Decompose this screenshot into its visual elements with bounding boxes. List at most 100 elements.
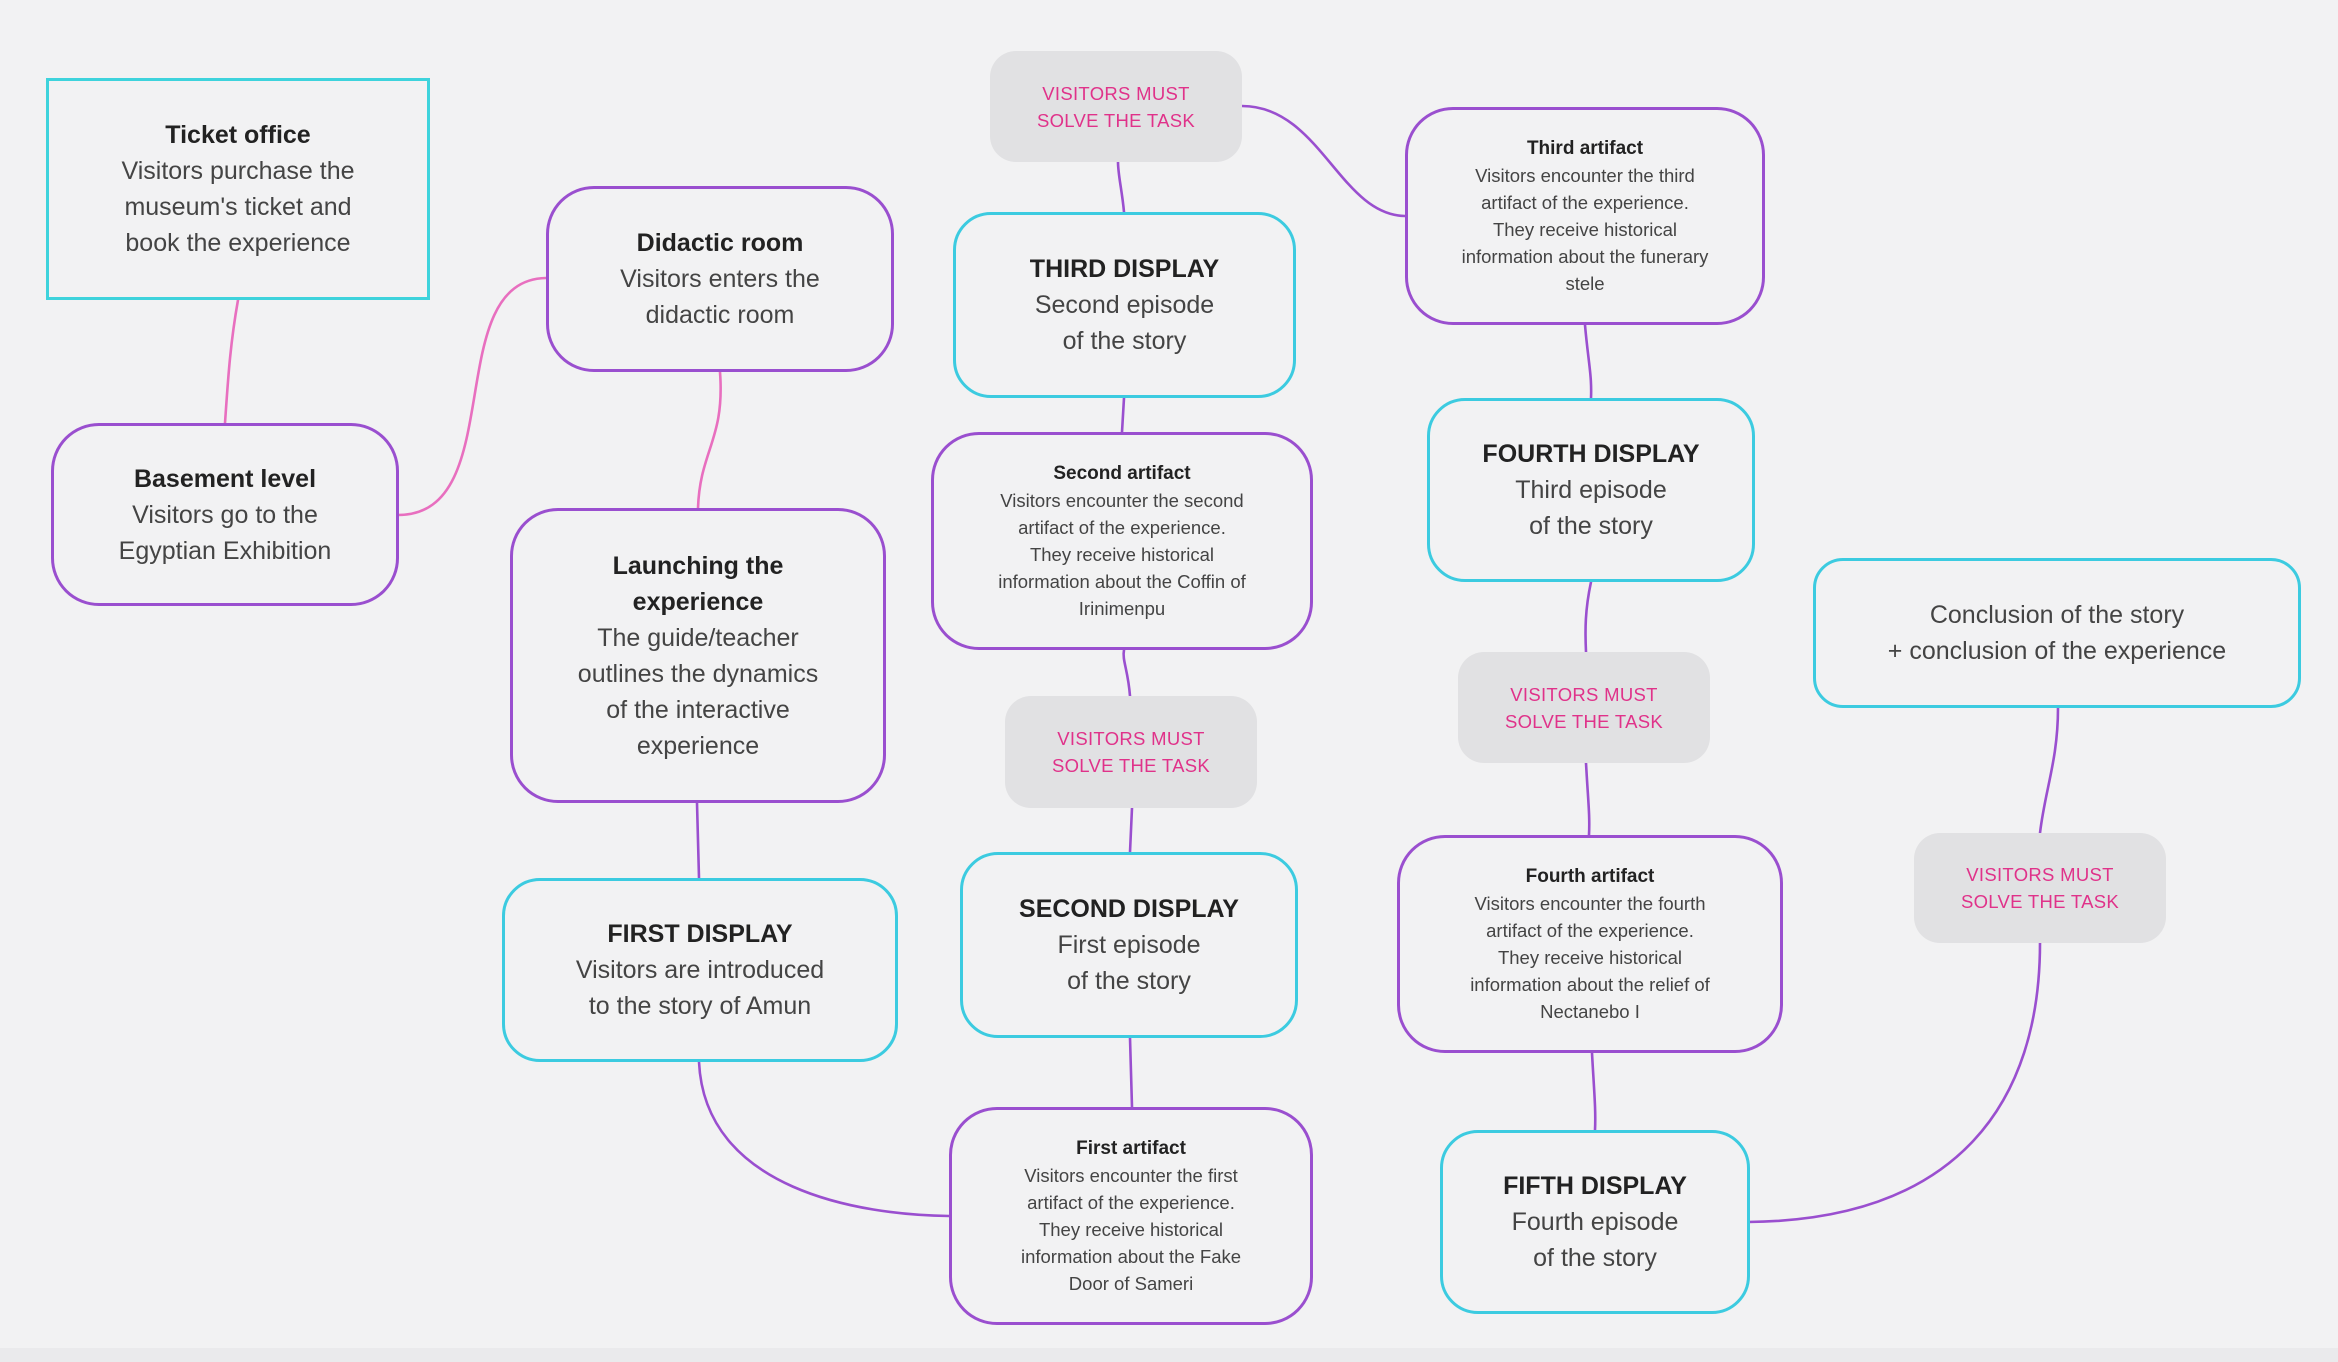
node-ticket-office: Ticket office Visitors purchase the muse… (46, 78, 430, 300)
connector-ticket-basement (223, 298, 240, 425)
node-title: FIFTH DISPLAY (1503, 1172, 1687, 1200)
connector-task-fourth-artifact (1584, 761, 1591, 837)
node-body-line: They receive historical (1492, 219, 1678, 240)
task-box-2: VISITORS MUST SOLVE THE TASK (990, 51, 1242, 162)
node-launching-experience: Launching the experience The guide/teach… (510, 508, 886, 803)
node-title: Fourth artifact (1525, 866, 1655, 887)
node-title: FOURTH DISPLAY (1482, 440, 1700, 468)
node-body-line: of the story (1533, 1244, 1657, 1272)
node-title: SECOND DISPLAY (1019, 895, 1239, 923)
node-title: FIRST DISPLAY (607, 920, 793, 948)
node-fifth-display: FIFTH DISPLAY Fourth episode of the stor… (1440, 1130, 1750, 1314)
node-body-line: Conclusion of the story (1929, 601, 2185, 629)
node-third-artifact: Third artifact Visitors encounter the th… (1405, 107, 1765, 325)
node-body-line: Egyptian Exhibition (118, 536, 332, 565)
node-body-line: Irinimenpu (1078, 598, 1166, 619)
node-body-line: Visitors encounter the third (1475, 165, 1695, 186)
node-body-line: didactic room (645, 301, 795, 329)
connector-fifth-display-task (1746, 941, 2042, 1224)
node-body-line: Door of Sameri (1068, 1273, 1194, 1294)
node-body-line: of the story (1062, 327, 1187, 355)
node-body-line: They receive historical (1497, 947, 1683, 968)
node-body-line: information about the relief of (1470, 974, 1710, 995)
node-body-line: Visitors encounter the second (1000, 490, 1244, 511)
node-body-line: Visitors purchase the (121, 157, 355, 185)
connector-third-display-task (1116, 160, 1126, 214)
node-fourth-artifact: Fourth artifact Visitors encounter the f… (1397, 835, 1783, 1053)
task-label-line: SOLVE THE TASK (1051, 755, 1211, 776)
node-body-line: They receive historical (1029, 544, 1215, 565)
node-first-display: FIRST DISPLAY Visitors are introduced to… (502, 878, 898, 1062)
node-fourth-display: FOURTH DISPLAY Third episode of the stor… (1427, 398, 1755, 582)
node-body-line: of the story (1529, 512, 1653, 540)
node-body-line: Visitors go to the (132, 500, 318, 529)
node-body-line: stele (1565, 273, 1605, 294)
node-body-line: information about the funerary (1461, 246, 1709, 267)
task-label-line: VISITORS MUST (1510, 683, 1658, 705)
task-label-line: VISITORS MUST (1966, 864, 2114, 885)
task-label-line: SOLVE THE TASK (1504, 710, 1664, 732)
node-body-line: information about the Fake (1020, 1246, 1242, 1267)
node-title: Ticket office (165, 121, 311, 149)
node-didactic-room: Didactic room Visitors enters the didact… (546, 186, 894, 372)
node-basement-level: Basement level Visitors go to the Egypti… (51, 423, 399, 606)
connector-second-artifact-third-display (1120, 396, 1126, 434)
node-third-display: THIRD DISPLAY Second episode of the stor… (953, 212, 1296, 398)
task-box-3: VISITORS MUST SOLVE THE TASK (1458, 652, 1710, 763)
connector-first-artifact-second-display (1128, 1036, 1134, 1109)
node-title: Basement level (133, 464, 317, 493)
node-body-line: information about the Coffin of (998, 571, 1246, 592)
node-body-line: Visitors encounter the first (1024, 1165, 1238, 1186)
connector-fourth-display-task (1584, 580, 1593, 654)
connector-launching-first-display (695, 801, 701, 880)
node-title: Launching the (612, 551, 784, 580)
connector-task-conclusion (2038, 706, 2060, 835)
bottom-edge-strip (0, 1348, 2338, 1362)
connector-first-display-first-artifact (697, 1060, 951, 1218)
node-title: Didactic room (636, 229, 804, 257)
node-body-line: First episode (1057, 931, 1201, 959)
node-title: Second artifact (1053, 463, 1191, 484)
node-body-line: artifact of the experience. (1027, 1192, 1235, 1213)
node-body-line: Third episode (1515, 476, 1667, 504)
node-body-line: of the interactive (606, 695, 790, 724)
node-conclusion: Conclusion of the story + conclusion of … (1813, 558, 2301, 708)
node-body-line: outlines the dynamics (577, 659, 819, 688)
node-body-line: The guide/teacher (597, 623, 799, 652)
connector-basement-didactic (396, 276, 548, 517)
connector-task-third-artifact (1240, 104, 1407, 218)
connector-task-second-artifact (1122, 648, 1132, 698)
node-title: First artifact (1076, 1138, 1186, 1159)
connector-fourth-artifact-fifth-display (1590, 1051, 1597, 1132)
connector-didactic-launching (696, 370, 722, 510)
node-body-line: experience (636, 731, 760, 760)
node-title: Third artifact (1526, 138, 1644, 159)
node-body-line: artifact of the experience. (1018, 517, 1226, 538)
connector-third-artifact-fourth-display (1583, 323, 1593, 400)
task-label-line: SOLVE THE TASK (1960, 891, 2120, 912)
task-label-line: SOLVE THE TASK (1036, 109, 1196, 131)
node-body-line: + conclusion of the experience (1887, 637, 2227, 665)
node-body-line: Visitors enters the (620, 265, 820, 293)
node-title: experience (632, 587, 764, 616)
task-box-1: VISITORS MUST SOLVE THE TASK (1005, 696, 1257, 808)
node-body-line: Visitors are introduced (575, 956, 825, 984)
task-box-4: VISITORS MUST SOLVE THE TASK (1914, 833, 2166, 943)
node-body-line: of the story (1067, 967, 1191, 995)
task-label-line: VISITORS MUST (1057, 728, 1205, 749)
node-body-line: museum's ticket and (124, 193, 352, 221)
node-body-line: Second episode (1034, 291, 1215, 319)
node-second-display: SECOND DISPLAY First episode of the stor… (960, 852, 1298, 1038)
task-label-line: VISITORS MUST (1042, 82, 1190, 104)
node-body-line: Fourth episode (1511, 1208, 1679, 1236)
node-body-line: artifact of the experience. (1486, 920, 1694, 941)
node-first-artifact: First artifact Visitors encounter the fi… (949, 1107, 1313, 1325)
node-body-line: artifact of the experience. (1481, 192, 1689, 213)
connector-second-display-task (1128, 806, 1134, 854)
node-body-line: to the story of Amun (588, 992, 812, 1020)
node-body-line: Nectanebo I (1540, 1001, 1640, 1022)
node-title: THIRD DISPLAY (1029, 255, 1220, 283)
node-body-line: They receive historical (1038, 1219, 1224, 1240)
node-body-line: Visitors encounter the fourth (1474, 893, 1706, 914)
node-second-artifact: Second artifact Visitors encounter the s… (931, 432, 1313, 650)
